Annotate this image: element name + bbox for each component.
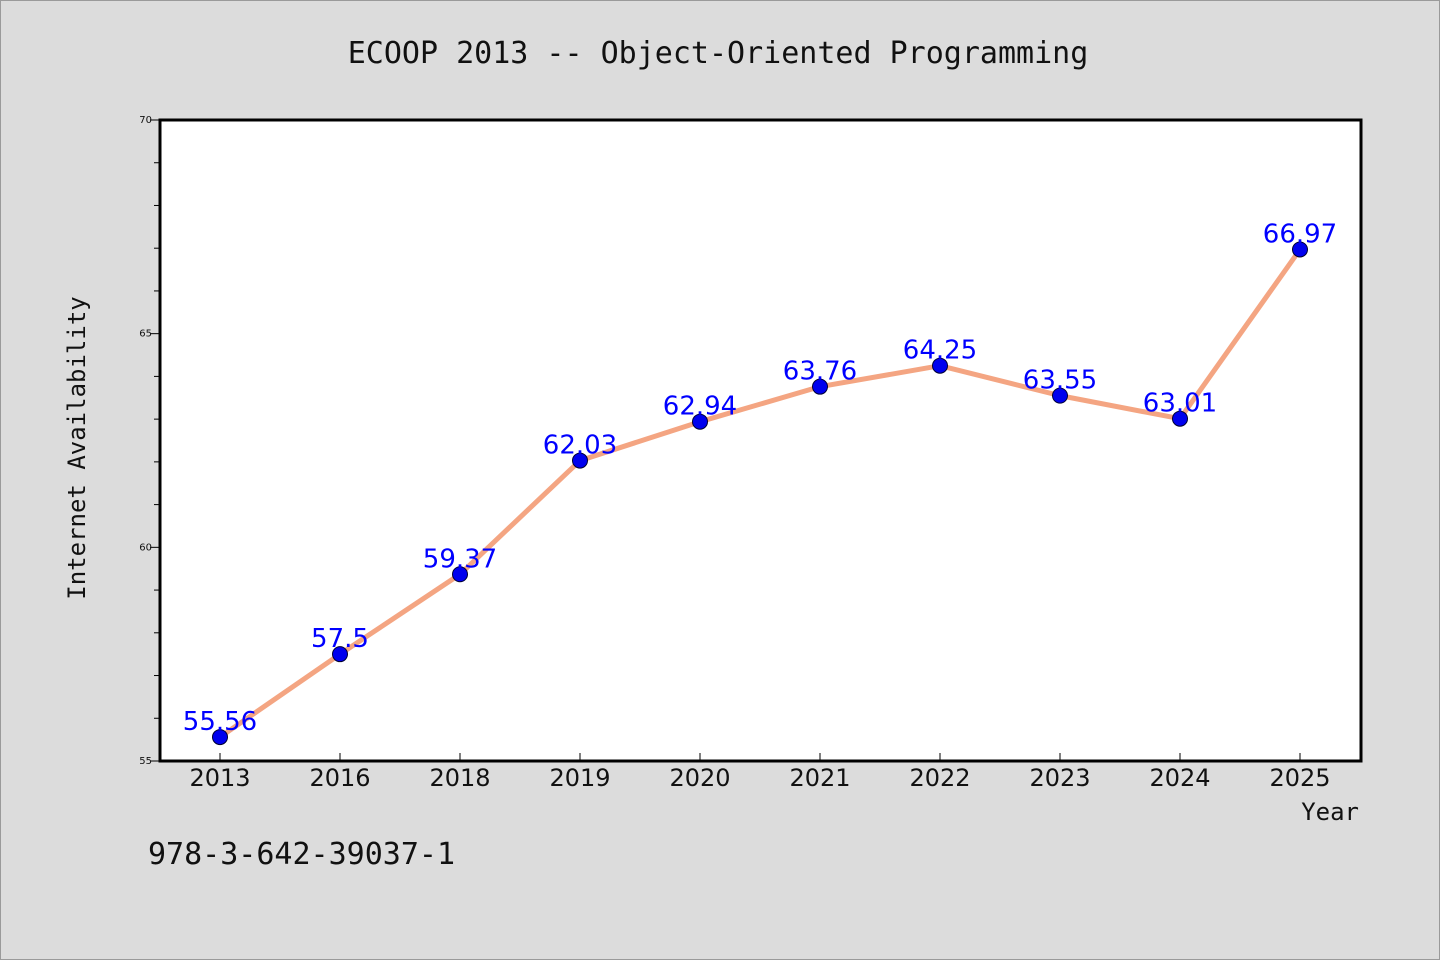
data-point	[572, 452, 588, 469]
y-axis: 55 60 65 70	[139, 115, 160, 767]
x-axis-label: Year	[1301, 798, 1359, 826]
data-label: 66.97	[1263, 219, 1337, 249]
x-tick-label: 2022	[909, 764, 970, 792]
data-point	[692, 413, 708, 430]
data-label: 62.03	[543, 431, 617, 461]
x-axis: 2013 2016 2018 2019 2020 2021 2022 2023 2024 2025	[189, 753, 1331, 792]
plot-area	[158, 118, 1363, 763]
data-label: 62.94	[663, 392, 737, 422]
data-point	[452, 566, 468, 583]
x-tick-label: 2023	[1029, 764, 1090, 792]
data-point	[932, 357, 948, 374]
data-point	[812, 378, 828, 395]
x-tick-label: 2021	[789, 764, 850, 792]
x-tick-label: 2019	[549, 764, 610, 792]
y-tick-label: 70	[139, 115, 152, 126]
data-label: 63.76	[783, 357, 857, 387]
y-tick-label: 60	[139, 542, 152, 553]
data-point	[1292, 241, 1308, 258]
series-line	[217, 246, 1303, 740]
data-label: 64.25	[903, 336, 977, 366]
x-tick-label: 2024	[1149, 764, 1210, 792]
x-tick-label: 2025	[1269, 764, 1330, 792]
y-tick-label: 65	[139, 329, 152, 340]
y-tick-label: 55	[139, 756, 152, 767]
chart-title: ECOOP 2013 -- Object-Oriented Programmin…	[348, 36, 1089, 71]
data-point	[1172, 410, 1188, 427]
data-label: 55.56	[183, 707, 257, 737]
series-group: 55.56 57.5 59.37 62.03 62.94 63.76 64.25 63.55 6…	[183, 219, 1337, 746]
x-tick-label: 2018	[429, 764, 490, 792]
data-point	[332, 646, 348, 663]
data-label: 63.01	[1143, 389, 1217, 419]
x-tick-label: 2016	[309, 764, 370, 792]
data-point	[212, 729, 228, 746]
x-tick-label: 2020	[669, 764, 730, 792]
footnote-isbn: 978-3-642-39037-1	[148, 837, 455, 872]
data-label: 59.37	[423, 544, 497, 574]
x-tick-label: 2013	[189, 764, 250, 792]
y-axis-label: Internet Availability	[63, 296, 91, 599]
data-label: 57.5	[311, 624, 369, 654]
data-label: 63.55	[1023, 366, 1097, 396]
data-point	[1052, 387, 1068, 404]
